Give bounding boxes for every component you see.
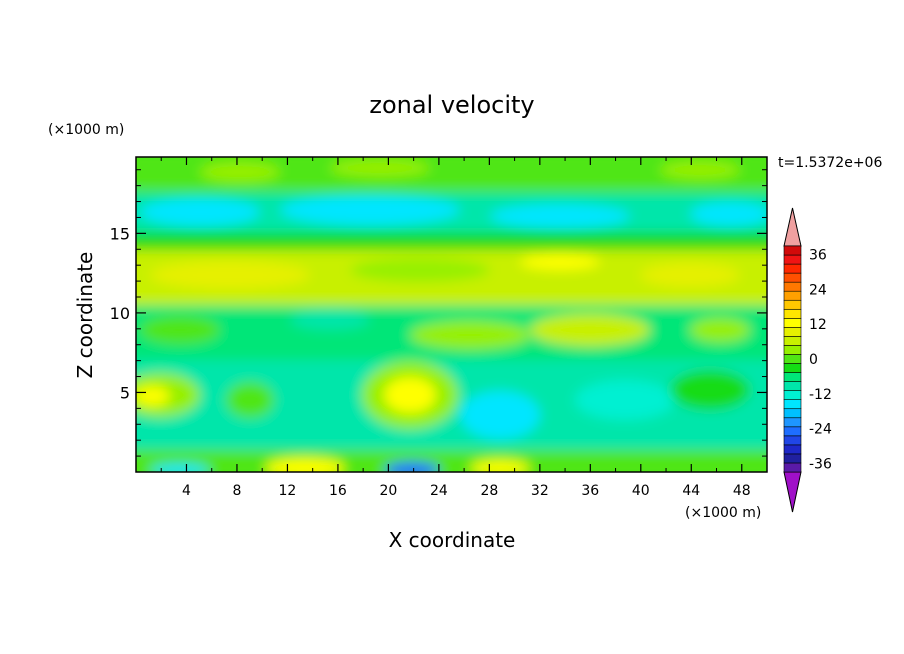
x-tick-label: 20: [379, 483, 397, 499]
colorbar: 36 24 12 0 -12 -24 -36: [783, 207, 832, 513]
colorbar-tick-label: 12: [809, 317, 827, 333]
colorbar-swatch: [783, 308, 802, 319]
x-tick-label: 4: [182, 483, 191, 499]
x-axis: 4 8 12 16 20 24 28 32 36 40 44 48: [160, 157, 751, 499]
colorbar-swatch: [783, 336, 802, 346]
colorbar-bottom-arrow: [783, 471, 802, 513]
colorbar-swatch: [783, 345, 802, 355]
x-tick-label: 12: [279, 483, 297, 499]
colorbar-swatch: [783, 444, 802, 455]
colorbar-swatch: [783, 462, 802, 473]
y-tick-label: 15: [110, 224, 130, 243]
chart-title: zonal velocity: [369, 91, 534, 119]
colorbar-top-arrow: [783, 207, 802, 247]
colorbar-tick-label: -24: [809, 422, 832, 438]
colorbar-swatch: [783, 426, 802, 437]
colorbar-swatch: [783, 263, 802, 274]
colorbar-tick-label: 36: [809, 248, 827, 264]
colorbar-tick-label: -36: [809, 456, 832, 472]
colorbar-swatch: [783, 318, 802, 328]
x-tick-label: 28: [480, 483, 498, 499]
x-tick-label: 24: [430, 483, 448, 499]
y-unit-label: (×1000 m): [48, 122, 124, 138]
colorbar-swatch: [783, 453, 802, 464]
plot-frame: [135, 156, 768, 473]
y-tick-label: 5: [120, 383, 130, 402]
colorbar-swatch: [783, 354, 802, 364]
colorbar-swatch: [783, 299, 802, 310]
colorbar-tick-label: 0: [809, 352, 818, 368]
colorbar-swatch: [783, 281, 802, 292]
x-tick-label: 16: [329, 483, 347, 499]
x-axis-title: X coordinate: [389, 528, 516, 552]
y-axis-title: Z coordinate: [73, 252, 97, 379]
y-tick-label: 10: [110, 304, 130, 323]
colorbar-swatch: [783, 327, 802, 337]
colorbar-swatch: [783, 399, 802, 410]
x-tick-label: 36: [581, 483, 599, 499]
y-axis: 5 10 15: [110, 169, 767, 457]
colorbar-swatch: [783, 381, 802, 391]
colorbar-swatch: [783, 290, 802, 301]
colorbar-swatch: [783, 390, 802, 400]
colorbar-swatch: [783, 435, 802, 446]
x-tick-label: 48: [733, 483, 751, 499]
x-tick-label: 8: [232, 483, 241, 499]
colorbar-tick-label: -12: [809, 387, 832, 403]
velocity-field: [136, 157, 767, 472]
colorbar-tick-label: 24: [809, 282, 827, 298]
x-unit-label: (×1000 m): [685, 505, 761, 521]
colorbar-swatch: [783, 408, 802, 419]
time-label: t=1.5372e+06: [778, 155, 882, 171]
x-tick-label: 44: [682, 483, 700, 499]
colorbar-swatch: [783, 363, 802, 373]
colorbar-swatch: [783, 372, 802, 382]
x-tick-label: 40: [632, 483, 650, 499]
colorbar-swatch: [783, 417, 802, 428]
colorbar-swatch: [783, 272, 802, 283]
x-tick-label: 32: [531, 483, 549, 499]
colorbar-swatch: [783, 245, 802, 256]
colorbar-swatch: [783, 254, 802, 265]
